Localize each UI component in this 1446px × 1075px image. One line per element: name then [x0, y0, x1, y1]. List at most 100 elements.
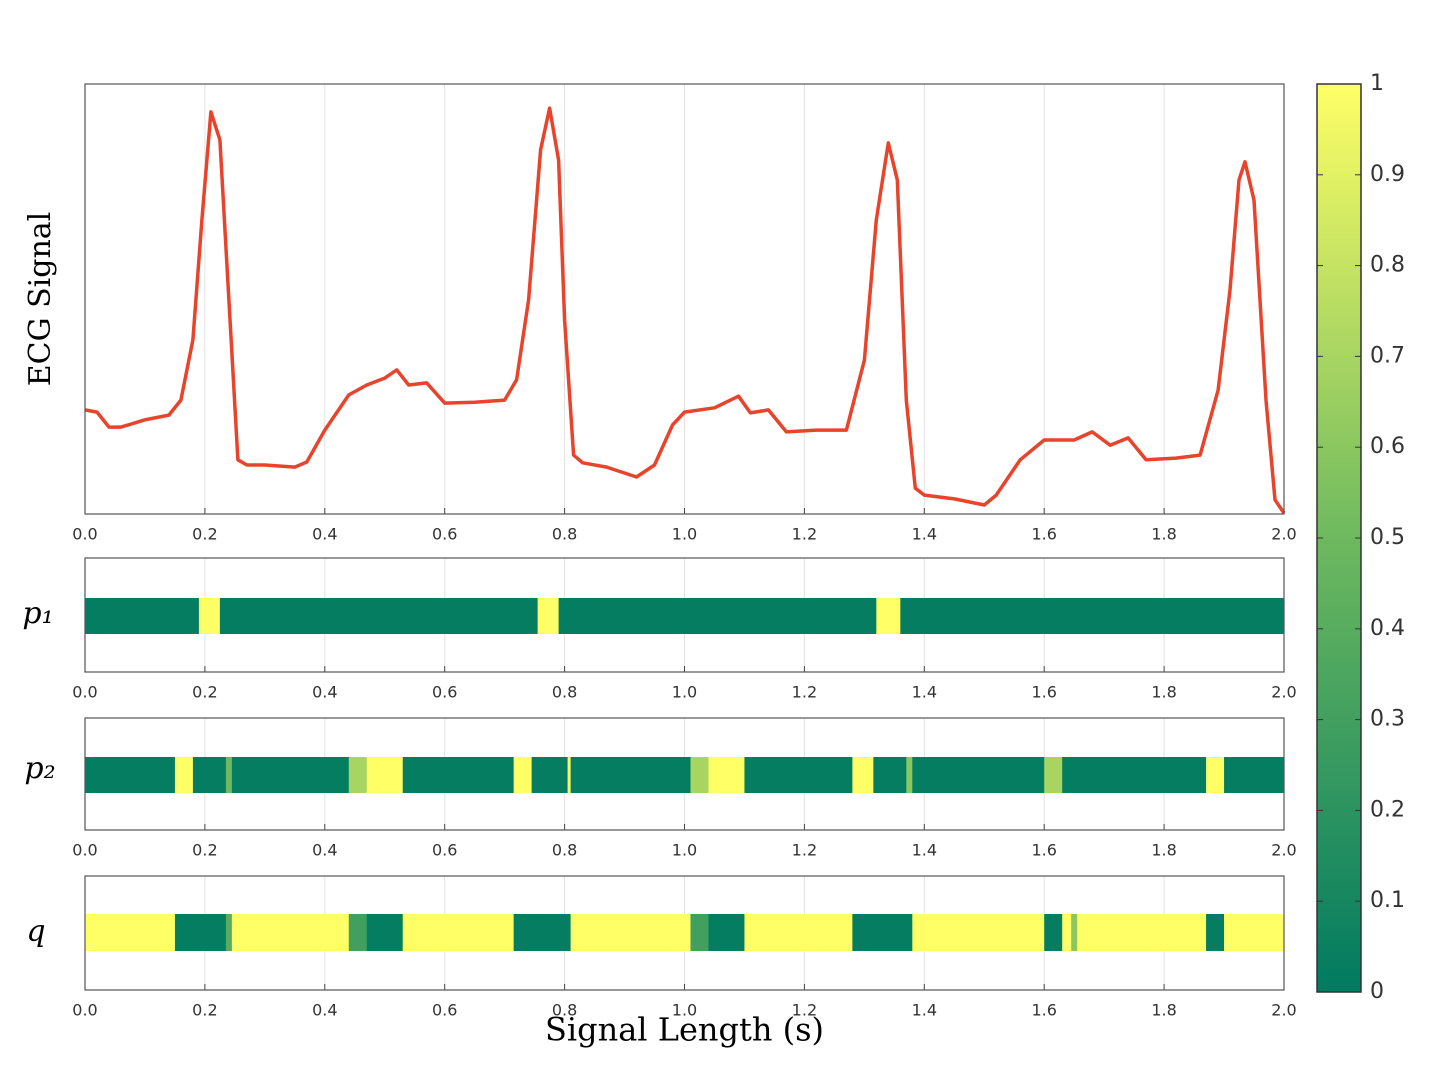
x-tick-label: 1.2 — [792, 1001, 817, 1020]
ecg-line — [84, 106, 1286, 515]
x-tick-label: 0.0 — [72, 1001, 97, 1020]
x-tick-label: 0.6 — [432, 683, 457, 702]
colorbar-tick-label: 0.8 — [1370, 253, 1405, 278]
x-tick-label: 1.0 — [672, 1001, 697, 1020]
strip-segment — [225, 757, 233, 793]
strip-segment — [567, 757, 572, 793]
x-tick-label: 2.0 — [1271, 525, 1296, 544]
strip-segment — [1062, 914, 1072, 951]
colorbar-tick-label: 0.6 — [1370, 434, 1405, 459]
x-tick-label: 0.8 — [552, 841, 577, 860]
strip-segment — [513, 914, 572, 951]
strip-segment — [85, 914, 176, 951]
x-tick-label: 2.0 — [1271, 841, 1296, 860]
x-tick-label: 0.0 — [72, 841, 97, 860]
x-tick-label: 0.8 — [552, 1001, 577, 1020]
strip-segment — [708, 914, 745, 951]
x-tick-label: 0.2 — [192, 1001, 217, 1020]
strip-segment — [192, 757, 227, 793]
strip-segment — [906, 757, 913, 793]
colorbar-tick-label: 0.4 — [1370, 616, 1405, 641]
colorbar-tick-label: 0.1 — [1370, 888, 1405, 913]
strip-segment — [570, 914, 691, 951]
x-tick-label: 1.4 — [912, 841, 937, 860]
strip-segment — [513, 757, 533, 793]
strip-segment — [1077, 914, 1207, 951]
strip-segment — [402, 757, 515, 793]
x-tick-label: 0.6 — [432, 525, 457, 544]
strip-segment — [912, 757, 1045, 793]
strip-segment — [531, 757, 569, 793]
x-tick-label: 0.0 — [72, 683, 97, 702]
strip-segment — [1071, 914, 1078, 951]
x-tick-label: 0.4 — [312, 1001, 337, 1020]
colorbar-tick-label: 0.3 — [1370, 707, 1405, 732]
x-tick-label: 1.0 — [672, 683, 697, 702]
colorbar-tick-label: 0.5 — [1370, 525, 1405, 550]
strip-segment — [225, 914, 233, 951]
strip-segment — [402, 914, 515, 951]
x-axis-label: Signal Length (s) — [545, 1011, 824, 1049]
colorbar-tick-label: 0 — [1370, 979, 1384, 1004]
strip-segment — [1224, 914, 1285, 951]
y-axis-label: ECG Signal — [23, 212, 58, 387]
x-tick-label: 1.2 — [792, 525, 817, 544]
x-tick-label: 1.8 — [1151, 1001, 1176, 1020]
strip-segment — [900, 598, 1285, 634]
x-tick-label: 1.8 — [1151, 683, 1176, 702]
strip-segment — [873, 757, 907, 793]
x-tick-label: 0.2 — [192, 841, 217, 860]
x-tick-label: 1.6 — [1031, 525, 1056, 544]
strip-segment — [85, 757, 176, 793]
colorbar — [1316, 83, 1362, 993]
x-tick-label: 2.0 — [1271, 683, 1296, 702]
strip-segment — [366, 914, 404, 951]
y-axis-label: p₂ — [24, 751, 55, 786]
strip-segment — [219, 598, 539, 634]
x-tick-label: 1.4 — [912, 1001, 937, 1020]
strip-segment — [1206, 914, 1225, 951]
x-tick-label: 0.2 — [192, 525, 217, 544]
strip-segment — [1044, 757, 1063, 793]
axes-box — [84, 717, 1285, 831]
x-tick-label: 0.6 — [432, 841, 457, 860]
strip-segment — [690, 914, 709, 951]
x-tick-label: 1.6 — [1031, 841, 1056, 860]
strip-segment — [912, 914, 1045, 951]
strip-segment — [1044, 914, 1063, 951]
colorbar-tick-label: 0.7 — [1370, 343, 1405, 368]
x-tick-label: 1.2 — [792, 841, 817, 860]
x-tick-label: 1.4 — [912, 683, 937, 702]
x-tick-label: 1.4 — [912, 525, 937, 544]
strip-segment — [570, 757, 691, 793]
strip-segment — [744, 757, 853, 793]
strip-segment — [174, 757, 194, 793]
strip-segment — [1062, 757, 1207, 793]
x-tick-label: 1.6 — [1031, 1001, 1056, 1020]
y-axis-label: p₁ — [22, 596, 53, 631]
strip-segment — [366, 757, 404, 793]
x-tick-label: 2.0 — [1271, 1001, 1296, 1020]
strip-segment — [1206, 757, 1225, 793]
x-tick-label: 0.0 — [72, 525, 97, 544]
y-axis-label: q — [26, 914, 45, 949]
strip-segment — [852, 757, 874, 793]
strip-segment — [198, 598, 221, 634]
axes-box — [84, 875, 1285, 991]
strip-segment — [1224, 757, 1285, 793]
strip-segment — [231, 914, 350, 951]
strip-segment — [174, 914, 227, 951]
x-tick-label: 0.4 — [312, 841, 337, 860]
strip-segment — [744, 914, 853, 951]
strip-segment — [708, 757, 745, 793]
strip-segment — [231, 757, 350, 793]
colorbar-tick-label: 0.2 — [1370, 797, 1405, 822]
x-tick-label: 1.0 — [672, 525, 697, 544]
x-tick-label: 0.8 — [552, 525, 577, 544]
x-tick-label: 0.8 — [552, 683, 577, 702]
colorbar-tick-label: 1 — [1370, 71, 1384, 96]
axes-box — [84, 557, 1285, 673]
x-tick-label: 1.6 — [1031, 683, 1056, 702]
x-tick-label: 1.8 — [1151, 841, 1176, 860]
